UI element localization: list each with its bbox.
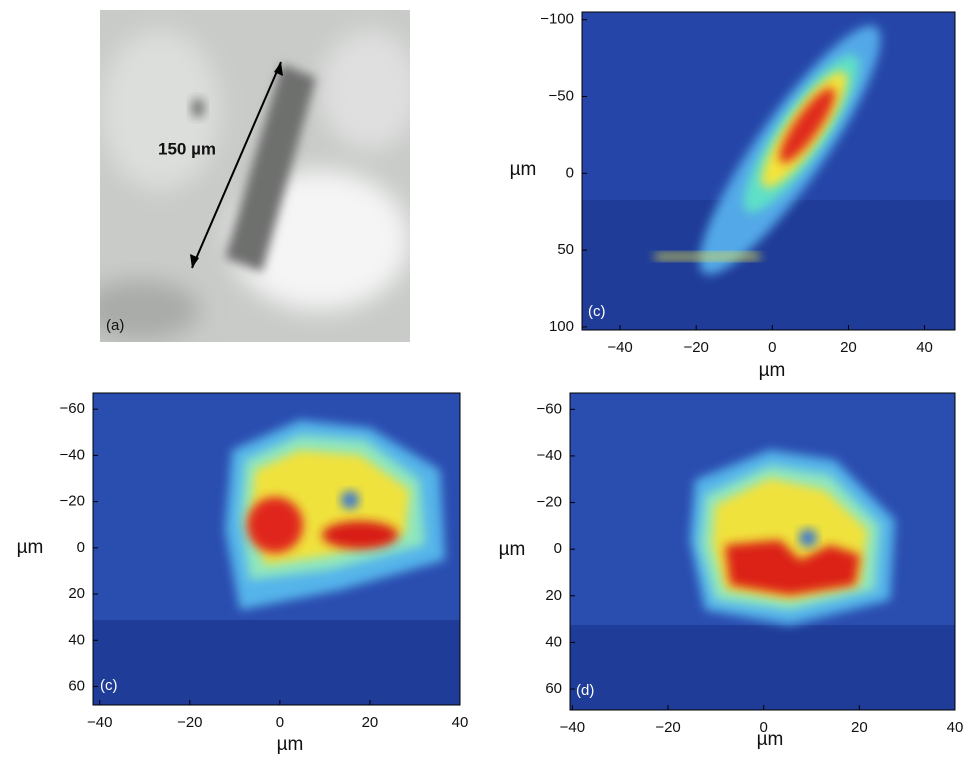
x-tick-label: 20 bbox=[840, 339, 857, 356]
x-tick-label: 0 bbox=[768, 339, 776, 356]
x-tick-label: 20 bbox=[362, 714, 379, 731]
photo bbox=[80, 10, 420, 342]
x-tick-label: 0 bbox=[276, 714, 284, 731]
x-tick-label: 20 bbox=[851, 719, 868, 736]
panel-label: (c) bbox=[588, 303, 606, 320]
y-tick-label: −40 bbox=[60, 446, 85, 463]
panel-label: (d) bbox=[576, 682, 594, 699]
heatmap bbox=[582, 8, 955, 330]
x-tick-label: 40 bbox=[452, 714, 469, 731]
heatmap bbox=[570, 393, 955, 710]
y-axis-label: µm bbox=[17, 537, 44, 558]
x-tick-label: 0 bbox=[760, 719, 768, 736]
y-tick-label: 100 bbox=[549, 318, 574, 335]
x-tick-label: 40 bbox=[916, 339, 933, 356]
y-tick-label: −40 bbox=[537, 447, 562, 464]
y-axis-label: µm bbox=[510, 159, 537, 180]
y-tick-label: 40 bbox=[68, 631, 85, 648]
x-tick-label: −20 bbox=[683, 339, 708, 356]
heatmap bbox=[93, 393, 460, 705]
y-tick-label: 0 bbox=[566, 164, 574, 181]
y-tick-label: 60 bbox=[545, 680, 562, 697]
x-tick-label: −40 bbox=[560, 719, 585, 736]
x-tick-label: 40 bbox=[947, 719, 964, 736]
y-tick-label: 20 bbox=[68, 585, 85, 602]
scale-label: 150 µm bbox=[158, 139, 216, 158]
x-tick-label: −20 bbox=[655, 719, 680, 736]
y-tick-label: 60 bbox=[68, 677, 85, 694]
y-axis-label: µm bbox=[499, 539, 526, 560]
figure: 150 µm (a) (c) µm µm (c) µm µm (d) µm µm… bbox=[0, 0, 971, 758]
y-tick-label: −50 bbox=[549, 87, 574, 104]
y-tick-label: −60 bbox=[537, 400, 562, 417]
y-tick-label: −100 bbox=[540, 11, 574, 28]
x-tick-label: −40 bbox=[87, 714, 112, 731]
panel-label: (a) bbox=[106, 317, 124, 334]
y-tick-label: 0 bbox=[554, 540, 562, 557]
panel-label: (c) bbox=[100, 677, 118, 694]
y-tick-label: −60 bbox=[60, 400, 85, 417]
x-axis-label: µm bbox=[759, 360, 786, 381]
x-tick-label: −40 bbox=[607, 339, 632, 356]
y-tick-label: 40 bbox=[545, 633, 562, 650]
x-tick-label: −20 bbox=[177, 714, 202, 731]
x-axis-label: µm bbox=[277, 734, 304, 755]
y-tick-label: 0 bbox=[77, 539, 85, 556]
y-tick-label: −20 bbox=[60, 493, 85, 510]
y-tick-label: 20 bbox=[545, 587, 562, 604]
y-tick-label: 50 bbox=[557, 241, 574, 258]
y-tick-label: −20 bbox=[537, 494, 562, 511]
